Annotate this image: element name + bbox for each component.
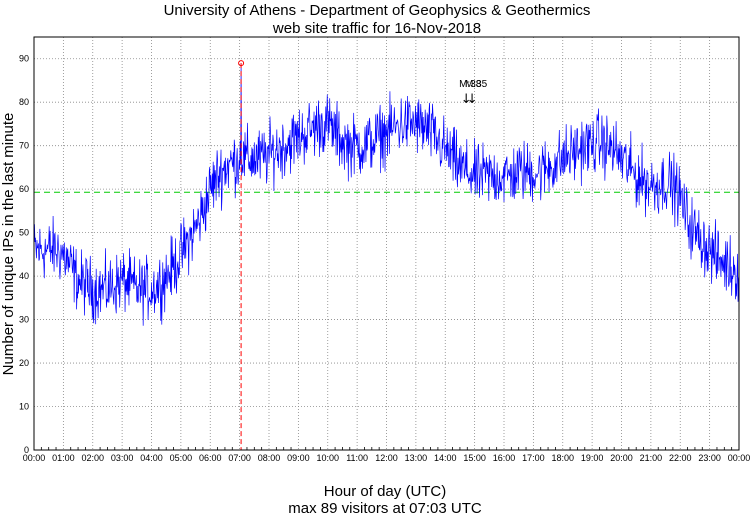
x-tick-label: 16:00 — [493, 453, 516, 463]
x-tick-label: 23:00 — [698, 453, 721, 463]
x-tick-label: 02:00 — [81, 453, 104, 463]
chart-title: University of Athens - Department of Geo… — [164, 2, 591, 19]
max-visitors-caption: max 89 visitors at 07:03 UTC — [288, 500, 482, 515]
annotation-group: M:38 ↓ M:35 ↓ — [459, 79, 488, 107]
max-marker-group — [238, 60, 245, 450]
x-tick-labels: 00:00 01:00 02:00 03:00 04:00 05:00 06:00 07:00… — [23, 453, 750, 463]
x-tick-label: 18:00 — [551, 453, 574, 463]
y-tick-label: 30 — [19, 315, 29, 325]
x-axis-label: Hour of day (UTC) — [324, 483, 447, 500]
y-tick-label: 80 — [19, 97, 29, 107]
y-tick-label: 10 — [19, 402, 29, 412]
x-tick-label: 06:00 — [199, 453, 222, 463]
chart-subtitle: web site traffic for 16-Nov-2018 — [272, 20, 481, 37]
y-tick-labels: 0 10 20 30 40 50 60 70 80 90 — [19, 54, 29, 455]
traffic-series-line — [33, 63, 740, 326]
y-tick-label: 50 — [19, 228, 29, 238]
x-tick-label: 22:00 — [669, 453, 692, 463]
x-tick-label: 12:00 — [375, 453, 398, 463]
annotation-arrow-icon: ↓ — [461, 92, 472, 107]
x-tick-label: 00:00 — [728, 453, 750, 463]
max-marker-point — [238, 60, 245, 67]
y-tick-label: 60 — [19, 184, 29, 194]
y-tick-label: 0 — [24, 445, 29, 455]
x-tick-label: 03:00 — [111, 453, 134, 463]
x-tick-label: 00:00 — [23, 453, 46, 463]
x-tick-label: 07:00 — [228, 453, 251, 463]
x-tick-label: 19:00 — [581, 453, 604, 463]
y-tick-label: 20 — [19, 358, 29, 368]
x-tick-label: 10:00 — [316, 453, 339, 463]
x-tick-label: 13:00 — [405, 453, 428, 463]
y-axis-label: Number of unique IPs in the last minute — [0, 113, 17, 376]
x-tick-label: 01:00 — [52, 453, 75, 463]
x-tick-label: 08:00 — [258, 453, 281, 463]
x-tick-label: 21:00 — [640, 453, 663, 463]
y-tick-label: 90 — [19, 54, 29, 64]
x-tick-label: 20:00 — [610, 453, 633, 463]
x-tick-label: 04:00 — [140, 453, 163, 463]
plot-frame — [33, 36, 740, 451]
annotation-label: M:35 — [465, 79, 488, 90]
x-tick-label: 17:00 — [522, 453, 545, 463]
y-tick-label: 40 — [19, 271, 29, 281]
x-tick-label: 05:00 — [170, 453, 193, 463]
x-tick-label: 09:00 — [287, 453, 310, 463]
annotation-label: M:38 — [459, 79, 482, 90]
x-tick-label: 11:00 — [346, 453, 368, 463]
x-tick-label: 14:00 — [434, 453, 457, 463]
x-tick-label: 15:00 — [463, 453, 486, 463]
grid — [34, 37, 739, 450]
y-tick-label: 70 — [19, 141, 29, 151]
series-group — [33, 63, 740, 326]
annotation-arrow-icon: ↓ — [467, 92, 478, 107]
